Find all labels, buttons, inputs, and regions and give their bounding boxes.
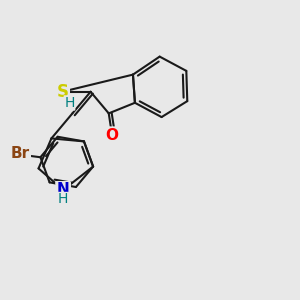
Text: O: O [106,128,118,143]
Text: N: N [57,182,70,197]
Text: Br: Br [11,146,29,161]
Text: H: H [58,193,68,206]
Text: S: S [56,83,68,101]
Text: H: H [64,96,75,110]
